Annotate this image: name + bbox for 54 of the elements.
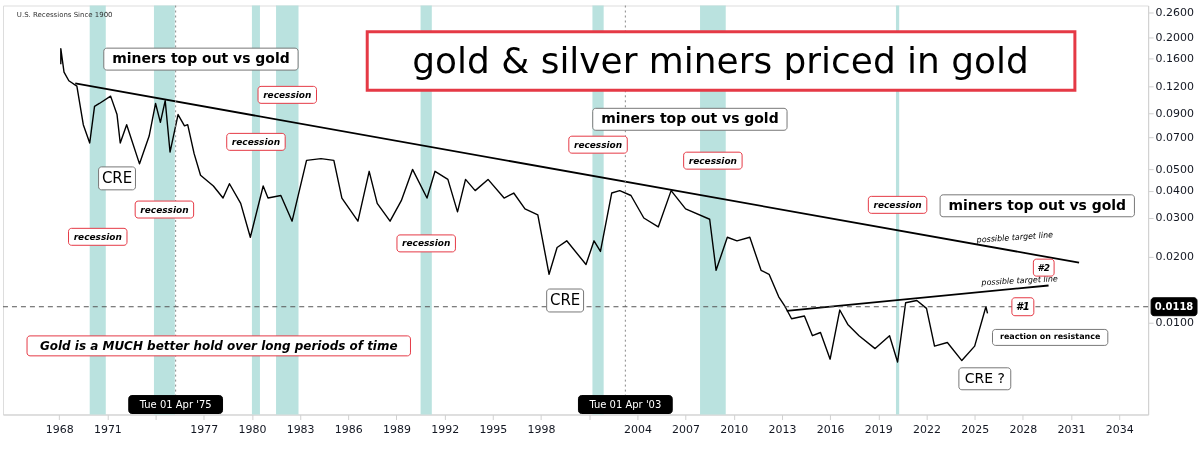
x-tick-label: 2034: [1105, 422, 1134, 436]
x-tick-label: 2004: [623, 422, 652, 436]
band-label: recession: [263, 89, 312, 100]
annotation: CRE: [549, 291, 581, 310]
band-label: recession: [573, 139, 623, 150]
x-tick-label: 2022: [913, 422, 941, 436]
x-tick-label: 2016: [816, 422, 845, 436]
y-tick-label: 0.1600: [1155, 52, 1195, 66]
ref-line-label: 0.0118: [1154, 300, 1194, 312]
y-tick-label: 0.2000: [1155, 31, 1195, 45]
text: gold & silver miners priced in gold: [412, 39, 1029, 81]
y-tick-label: 0.0200: [1155, 250, 1195, 264]
y-tick-label: 0.0300: [1155, 211, 1195, 225]
band-label: recession: [402, 238, 451, 249]
annotation: CRE: [101, 169, 133, 188]
x-tick-label: 2031: [1057, 422, 1086, 436]
x-tick-label: 1986: [334, 422, 363, 436]
x-tick-label: 2025: [961, 422, 990, 436]
x-tick-label: 1983: [286, 422, 315, 436]
y-tick-label: 0.0500: [1155, 162, 1195, 176]
annotation: reaction on resistance: [999, 332, 1101, 342]
annotation: CRE ?: [964, 369, 1005, 386]
band-label: recession: [231, 136, 281, 147]
annotation: miners top out vs gold: [112, 50, 290, 67]
x-tick-label: 2013: [768, 422, 797, 436]
y-tick-label: 0.0900: [1155, 106, 1195, 120]
band-label: recession: [73, 231, 122, 242]
x-tick-label: 1992: [431, 422, 460, 436]
x-tick-label: 1989: [383, 422, 411, 436]
y-tick-label: 0.2600: [1155, 6, 1195, 20]
y-tick-label: 0.0700: [1155, 130, 1195, 144]
x-tick-label: 1971: [93, 422, 122, 436]
y-tick-label: 0.0100: [1155, 315, 1195, 329]
x-tick-label: 1968: [45, 422, 74, 436]
ref-line-label: Tue 01 Apr '75: [138, 398, 212, 410]
annotation: miners top out vs gold: [948, 196, 1127, 213]
annotation: #2: [1037, 262, 1050, 273]
ref-line-label: Tue 01 Apr '03: [588, 398, 662, 410]
x-tick-label: 2028: [1009, 422, 1038, 436]
x-tick-label: 2010: [720, 422, 749, 436]
band-label: recession: [873, 199, 922, 210]
x-tick-label: 2019: [864, 422, 893, 436]
x-tick-label: 1998: [527, 422, 556, 436]
annotation: Gold is a MUCH better hold over long periods of time: [39, 338, 398, 353]
y-tick-label: 0.1200: [1155, 79, 1195, 93]
annotation: #1: [1015, 300, 1030, 312]
y-tick-label: 0.0400: [1155, 184, 1195, 198]
x-tick-label: 1980: [238, 422, 267, 436]
annotation: miners top out vs gold: [601, 110, 779, 127]
x-tick-label: 1995: [479, 422, 508, 436]
x-tick-label: 1977: [190, 422, 219, 436]
band-label: recession: [688, 155, 737, 166]
x-tick-label: 2007: [672, 422, 701, 436]
band-label: recession: [140, 204, 189, 215]
